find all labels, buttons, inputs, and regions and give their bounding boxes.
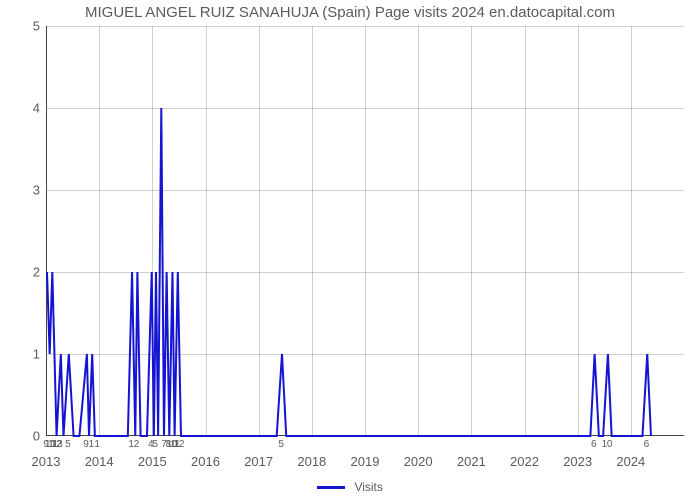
x-year-label: 2016 (191, 454, 220, 469)
x-year-label: 2020 (404, 454, 433, 469)
visits-line (47, 108, 651, 436)
x-minor-label: 1 (89, 439, 94, 450)
x-year-label: 2018 (297, 454, 326, 469)
y-tick-label: 1 (0, 347, 40, 362)
legend-swatch (317, 486, 345, 489)
visits-chart: MIGUEL ANGEL RUIZ SANAHUJA (Spain) Page … (0, 0, 700, 500)
x-year-label: 2021 (457, 454, 486, 469)
chart-title: MIGUEL ANGEL RUIZ SANAHUJA (Spain) Page … (0, 4, 700, 21)
x-minor-label: 12 (174, 439, 185, 450)
x-year-label: 2023 (563, 454, 592, 469)
x-year-label: 2014 (85, 454, 114, 469)
x-minor-label: 5 (65, 439, 70, 450)
x-minor-label: 6 (644, 439, 649, 450)
x-minor-label: 5 (152, 439, 157, 450)
y-tick-label: 3 (0, 183, 40, 198)
x-minor-label: 5 (278, 439, 283, 450)
x-year-label: 2015 (138, 454, 167, 469)
legend-label: Visits (354, 480, 382, 494)
y-tick-label: 5 (0, 19, 40, 34)
x-year-label: 2024 (616, 454, 645, 469)
plot-area (46, 26, 684, 436)
y-tick-label: 2 (0, 265, 40, 280)
legend: Visits (0, 479, 700, 494)
x-year-label: 2022 (510, 454, 539, 469)
x-minor-label: 3 (57, 439, 62, 450)
y-tick-label: 4 (0, 101, 40, 116)
x-minor-label: 1 (94, 439, 99, 450)
y-tick-label: 0 (0, 429, 40, 444)
x-year-label: 2013 (32, 454, 61, 469)
x-minor-label: 6 (591, 439, 596, 450)
x-year-label: 2019 (351, 454, 380, 469)
x-year-label: 2017 (244, 454, 273, 469)
x-minor-label: 10 (602, 439, 613, 450)
line-series (47, 26, 685, 436)
x-minor-label: 2 (134, 439, 139, 450)
